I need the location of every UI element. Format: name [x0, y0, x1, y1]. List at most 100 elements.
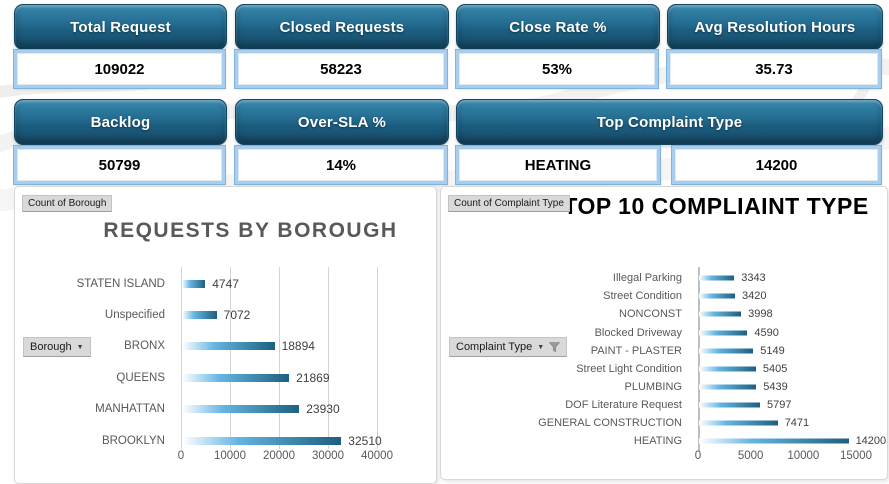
data-label: 3420: [742, 290, 767, 303]
kpi-header-avg-resolution-hours: Avg Resolution Hours: [667, 4, 883, 50]
bar-row: PAINT - PLASTER 5149: [441, 342, 887, 360]
gridline: [230, 267, 231, 449]
kpi-header-label: Backlog: [90, 113, 151, 131]
category-label: PLUMBING: [624, 380, 682, 393]
data-bar: [699, 330, 748, 335]
bar-row: BROOKLYN 32510: [15, 425, 436, 456]
x-axis-tick-label: 30000: [312, 450, 344, 462]
gridline: [377, 267, 378, 449]
pivot-field-button-count-of-complaint-type[interactable]: Count of Complaint Type: [448, 195, 570, 212]
kpi-value-closed-requests: 58223: [235, 50, 447, 88]
data-bar: [699, 366, 756, 372]
bar-row: Street Light Condition 5405: [441, 360, 887, 378]
data-label: 5149: [760, 344, 785, 357]
bar-row: DOF Literature Request 5797: [441, 396, 887, 414]
chart-title-requests-by-borough: REQUESTS BY BOROUGH: [103, 219, 398, 242]
bar-row: STATEN ISLAND 4747: [15, 268, 436, 299]
bar-row: PLUMBING 5439: [441, 378, 887, 396]
kpi-value-over-sla: 14%: [235, 146, 447, 184]
category-label: Illegal Parking: [612, 272, 682, 285]
kpi-value-text: HEATING: [524, 156, 592, 174]
bar-row: MANHATTAN 23930: [15, 394, 436, 425]
data-label: 5439: [763, 380, 788, 393]
x-axis-tick-label: 5000: [737, 450, 764, 462]
category-label: BRONX: [124, 340, 165, 353]
data-bar: [699, 402, 761, 408]
data-label: 7072: [223, 308, 251, 323]
x-axis-tick-label: 40000: [361, 450, 393, 462]
data-bar: [182, 405, 300, 414]
x-axis-tick-label: 20000: [263, 450, 295, 462]
data-bar: [182, 279, 206, 288]
data-label: 3998: [748, 308, 773, 321]
data-bar: [182, 436, 342, 445]
kpi-value-top-complaint-count: 14200: [672, 146, 881, 184]
chart-title-top-10-complaint-type: TOP 10 COMPLIAINT TYPE: [563, 193, 869, 219]
kpi-header-label: Avg Resolution Hours: [694, 18, 856, 36]
kpi-value-text: 109022: [94, 60, 145, 78]
kpi-header-close-rate: Close Rate %: [456, 4, 660, 50]
bar-row: GENERAL CONSTRUCTION 7471: [441, 414, 887, 432]
kpi-value-text: 14200: [755, 156, 798, 174]
dropdown-arrow-icon: ▼: [537, 343, 545, 351]
x-axis-tick-label: 10000: [214, 450, 246, 462]
category-label: Street Light Condition: [576, 362, 682, 375]
data-label: 23930: [306, 402, 340, 417]
kpi-header-label: Over-SLA %: [297, 113, 387, 131]
data-label: 5797: [767, 399, 792, 412]
complaint-type-filter-button[interactable]: Complaint Type ▼: [449, 337, 568, 357]
kpi-value-backlog: 50799: [14, 146, 225, 184]
bar-row: Illegal Parking 3343: [441, 269, 887, 287]
top-10-complaint-type-chart: Count of Complaint Type TOP 10 COMPLIAIN…: [440, 186, 888, 480]
borough-filter-button[interactable]: Borough ▼: [23, 337, 91, 357]
data-bar: [699, 384, 757, 390]
x-axis-tick-label: 0: [694, 450, 702, 462]
data-label: 21869: [296, 370, 330, 385]
category-label: QUEENS: [116, 371, 165, 384]
category-label: MANHATTAN: [95, 403, 165, 416]
category-label: STATEN ISLAND: [76, 277, 165, 290]
kpi-header-label: Closed Requests: [279, 18, 405, 36]
data-label: 14200: [855, 435, 887, 448]
plot-area-complaint-type: Illegal Parking 3343 Street Condition 3420 N…: [441, 187, 887, 479]
gridline: [328, 267, 329, 449]
kpi-value-avg-resolution-hours: 35.73: [667, 50, 881, 88]
kpi-header-label: Close Rate %: [509, 18, 607, 36]
kpi-header-closed-requests: Closed Requests: [235, 4, 449, 50]
category-axis-line: [698, 267, 700, 451]
pivot-field-button-count-of-borough[interactable]: Count of Borough: [22, 195, 113, 212]
bar-row: NONCONST 3998: [441, 305, 887, 323]
filter-button-label: Borough: [30, 341, 72, 353]
data-label: 4590: [754, 326, 779, 339]
category-label: DOF Literature Request: [565, 399, 682, 412]
bar-row: HEATING 14200: [441, 432, 887, 450]
requests-by-borough-chart: Count of Borough REQUESTS BY BOROUGH Bor…: [14, 186, 437, 484]
filter-funnel-icon: [549, 341, 561, 352]
dropdown-arrow-icon: ▼: [76, 343, 84, 351]
category-label: Blocked Driveway: [594, 326, 682, 339]
kpi-value-text: 50799: [98, 156, 141, 174]
kpi-value-top-complaint-name: HEATING: [456, 146, 660, 184]
plot-area-borough: STATEN ISLAND 4747 Unspecified 7072 BRONX 188…: [15, 187, 436, 483]
data-bar: [699, 348, 754, 354]
kpi-header-top-complaint-type: Top Complaint Type: [456, 99, 883, 145]
bar-row: QUEENS 21869: [15, 362, 436, 393]
data-bar: [699, 275, 735, 281]
kpi-header-label: Top Complaint Type: [596, 113, 743, 131]
kpi-header-label: Total Request: [70, 18, 171, 36]
data-label: 18894: [281, 339, 315, 354]
category-label: PAINT - PLASTER: [590, 344, 682, 357]
kpi-header-over-sla: Over-SLA %: [235, 99, 449, 145]
kpi-value-text: 35.73: [755, 60, 793, 78]
data-bar: [699, 420, 778, 426]
gridline: [279, 267, 280, 449]
x-axis-tick-label: 0: [177, 450, 185, 462]
kpi-value-total-request: 109022: [14, 50, 225, 88]
bar-row: Unspecified 7072: [15, 299, 436, 330]
data-bar: [182, 373, 290, 382]
bar-row: Blocked Driveway 4590: [441, 323, 887, 341]
data-label: 5405: [762, 362, 788, 375]
category-label: Unspecified: [104, 309, 165, 322]
kpi-header-backlog: Backlog: [14, 99, 227, 145]
